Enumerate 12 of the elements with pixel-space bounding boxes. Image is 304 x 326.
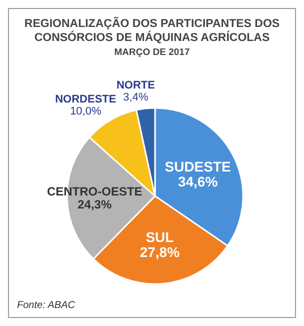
data-label: 27,8% <box>140 244 180 260</box>
slice-label: NORDESTE <box>55 93 116 106</box>
data-label: 34,6% <box>178 173 218 190</box>
chart-title: REGIONALIZAÇÃO DOS PARTICIPANTES DOS CONSÓRCIOS DE MÁQUINAS AGRÍCOLAS <box>23 17 281 45</box>
source-note: Fonte: ABAC <box>17 300 75 311</box>
data-label: 24,3% <box>78 198 112 212</box>
slice-label: NORTE <box>116 80 155 92</box>
slice-label: SUL <box>146 229 174 246</box>
data-label: 10,0% <box>70 105 102 118</box>
data-label: 3,4% <box>123 92 148 104</box>
chart-subtitle: MARÇO DE 2017 <box>113 47 191 58</box>
slice-label: SUDESTE <box>164 158 231 174</box>
